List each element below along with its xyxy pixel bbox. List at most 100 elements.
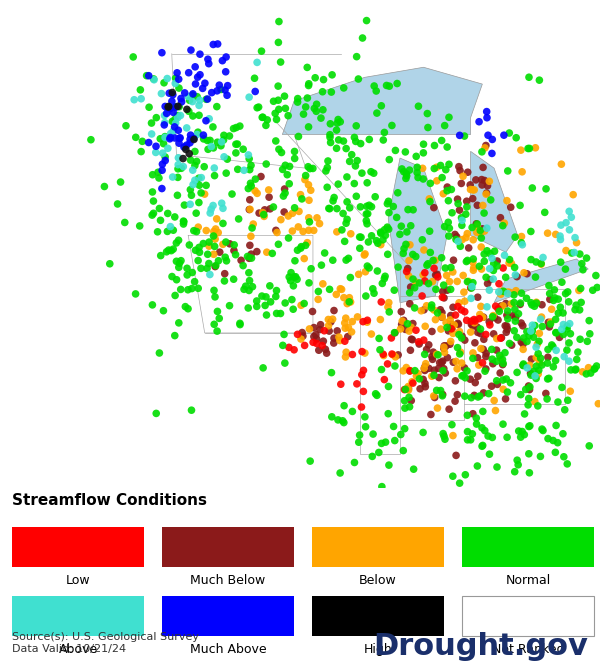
Point (566, 329, 575, 339)
Point (439, 343, 449, 354)
Point (491, 405, 500, 416)
Point (511, 316, 520, 327)
Point (245, 275, 254, 286)
Point (385, 81, 394, 92)
Point (473, 371, 482, 381)
Point (337, 284, 346, 295)
Point (524, 143, 534, 154)
Point (209, 285, 219, 296)
Point (463, 434, 472, 445)
Point (576, 283, 586, 294)
Point (442, 182, 452, 192)
Point (294, 206, 304, 216)
Point (495, 350, 505, 361)
Point (403, 204, 413, 215)
Point (214, 227, 223, 238)
Point (488, 310, 498, 321)
Point (437, 312, 447, 323)
Point (205, 236, 214, 247)
Point (383, 381, 393, 392)
Point (284, 178, 294, 189)
Point (380, 230, 390, 240)
Point (378, 234, 388, 245)
Point (153, 167, 163, 178)
Point (463, 167, 473, 178)
Point (391, 351, 400, 362)
Point (565, 206, 574, 216)
Point (195, 95, 205, 106)
FancyBboxPatch shape (12, 527, 144, 567)
Point (250, 73, 259, 84)
Point (380, 374, 389, 385)
Point (475, 309, 485, 320)
Point (590, 363, 599, 374)
FancyBboxPatch shape (312, 596, 444, 635)
Point (280, 184, 289, 194)
Point (162, 108, 172, 119)
Point (438, 286, 448, 297)
Point (451, 450, 461, 461)
Point (430, 365, 439, 375)
Point (476, 343, 486, 354)
Point (185, 199, 195, 210)
Point (476, 328, 485, 339)
Point (446, 184, 456, 195)
Point (362, 315, 372, 325)
Point (381, 437, 391, 448)
Point (433, 349, 443, 360)
Point (163, 102, 173, 112)
Point (511, 285, 521, 296)
Point (382, 80, 391, 91)
Point (352, 379, 362, 389)
Point (408, 274, 418, 285)
Point (467, 283, 476, 293)
Point (518, 339, 528, 349)
Point (367, 451, 377, 462)
Point (439, 188, 448, 199)
Point (457, 305, 466, 315)
Point (501, 272, 511, 283)
Point (555, 230, 565, 241)
Point (517, 318, 526, 329)
Point (346, 272, 355, 283)
Point (284, 232, 293, 243)
Point (494, 306, 504, 317)
Point (280, 91, 289, 102)
Point (362, 317, 372, 327)
Point (430, 392, 439, 403)
Point (203, 249, 212, 260)
Point (362, 261, 372, 271)
Point (472, 227, 482, 238)
Point (296, 242, 305, 253)
Point (361, 267, 370, 277)
Point (418, 163, 427, 174)
Point (193, 72, 202, 83)
Point (131, 289, 140, 299)
Point (299, 109, 308, 120)
Point (431, 270, 440, 281)
Point (247, 253, 256, 263)
Point (518, 360, 528, 371)
Point (550, 293, 560, 303)
Point (406, 395, 416, 406)
Point (395, 229, 404, 240)
Point (345, 202, 355, 213)
Point (384, 460, 394, 470)
Point (357, 369, 367, 380)
Point (508, 310, 518, 321)
Point (203, 144, 213, 155)
Point (517, 237, 526, 248)
Point (401, 146, 410, 157)
Point (589, 364, 599, 375)
Point (466, 434, 475, 445)
Point (455, 326, 464, 337)
Point (505, 338, 514, 349)
Point (411, 325, 421, 335)
Point (245, 164, 254, 175)
Point (478, 312, 487, 323)
Point (168, 172, 178, 182)
Point (549, 295, 559, 306)
Point (488, 311, 497, 322)
Point (512, 367, 522, 377)
Point (526, 255, 536, 265)
